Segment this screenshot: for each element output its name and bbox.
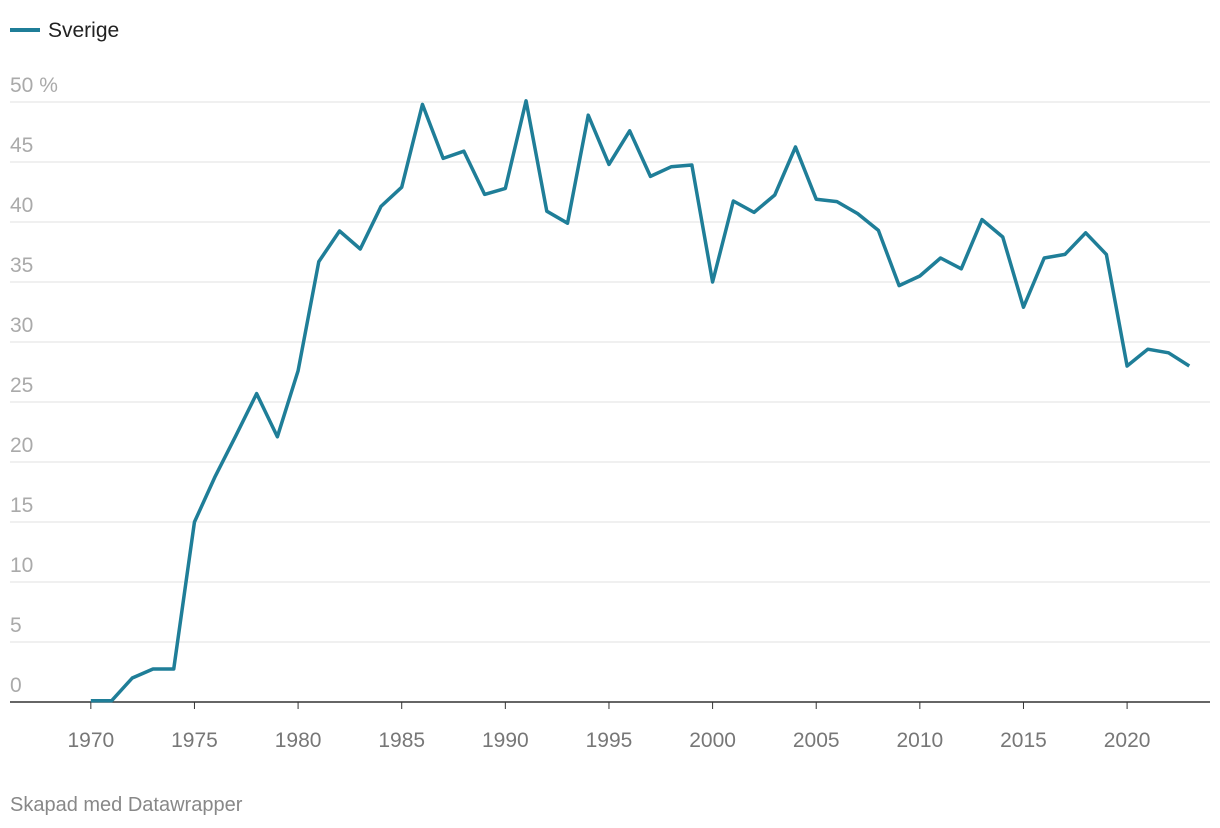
x-tick-label: 1990 xyxy=(482,729,529,752)
y-tick-label: 10 xyxy=(10,554,33,577)
x-tick-label: 1995 xyxy=(586,729,633,752)
y-tick-label: 25 xyxy=(10,374,33,397)
x-tick-label: 1975 xyxy=(171,729,218,752)
x-tick-label: 2015 xyxy=(1000,729,1047,752)
line xyxy=(90,99,1191,703)
x-tick-label: 1970 xyxy=(67,729,114,752)
footer: Skapad med Datawrapper xyxy=(10,794,243,816)
x-tick-label: 1980 xyxy=(275,729,322,752)
x-tick-label: 2005 xyxy=(793,729,840,752)
y-tick-label: 20 xyxy=(10,434,33,457)
y-tick-label: 45 xyxy=(10,134,33,157)
y-tick-label: 35 xyxy=(10,254,33,277)
x-tick-label: 2000 xyxy=(689,729,736,752)
x-tick-label: 1985 xyxy=(378,729,425,752)
legend-label: Sverige xyxy=(48,19,119,42)
y-tick-label: 50 % xyxy=(10,74,58,97)
x-tick-label: 2010 xyxy=(896,729,943,752)
y-tick-label: 15 xyxy=(10,494,33,517)
y-tick-label: 0 xyxy=(10,674,22,697)
y-tick-label: 5 xyxy=(10,614,22,637)
y-tick-label: 40 xyxy=(10,194,33,217)
x-tick-label: 2020 xyxy=(1104,729,1151,752)
y-tick-label: 30 xyxy=(10,314,33,337)
